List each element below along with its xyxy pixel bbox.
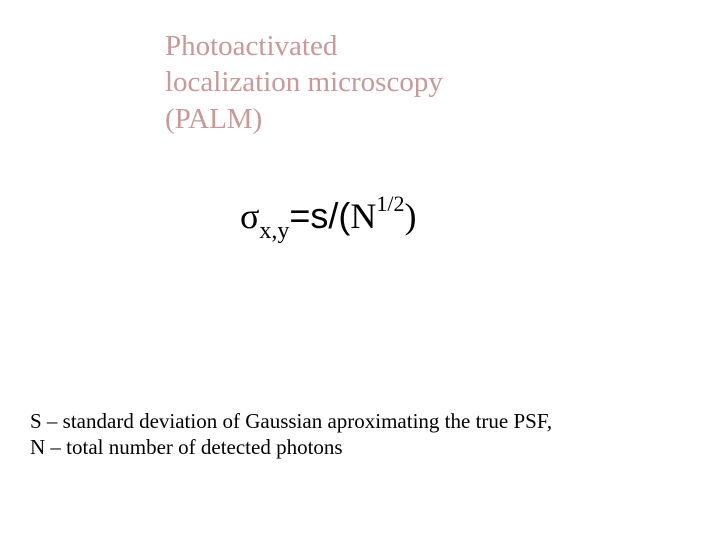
formula-subscript: x,y [259,218,289,244]
formula-sigma: σ [240,196,259,236]
definition-line-1: S – standard deviation of Gaussian aprox… [30,408,552,434]
formula-close: ) [405,196,417,236]
definition-line-2: N – total number of detected photons [30,434,552,460]
slide-title: Photoactivated localization microscopy (… [165,28,443,137]
definitions: S – standard deviation of Gaussian aprox… [30,408,552,461]
formula-exponent: 1/2 [376,191,404,216]
title-line-1: Photoactivated [165,28,443,64]
formula-N: N [350,196,376,236]
title-line-3: (PALM) [165,101,443,137]
formula-eq-s-slash: =s/( [289,195,350,236]
formula: σx,y=s/(N1/2) [240,195,417,243]
title-line-2: localization microscopy [165,64,443,100]
